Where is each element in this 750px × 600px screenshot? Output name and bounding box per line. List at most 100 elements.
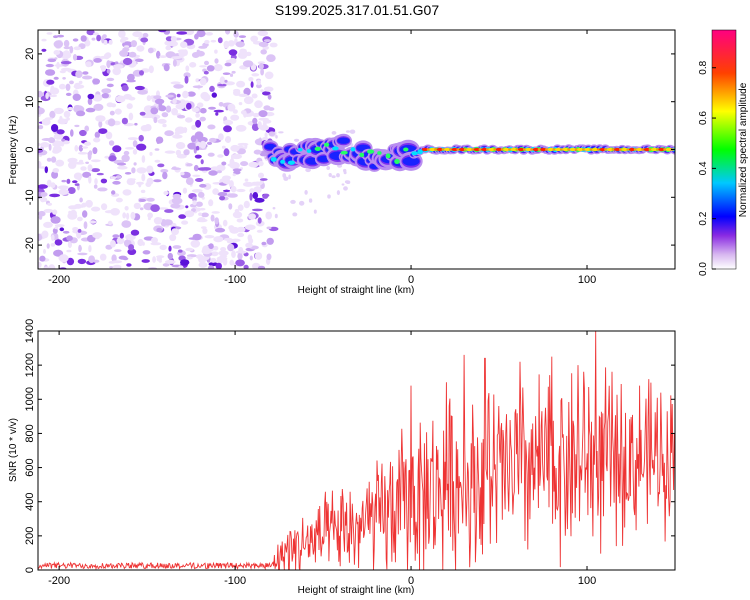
noise-blob [187,142,197,150]
noise-blob [62,77,66,80]
noise-blob [192,200,197,206]
noise-blob [51,234,55,241]
noise-blob [214,227,226,233]
signal-core [314,146,321,151]
noise-blob [92,232,103,239]
noise-blob [213,64,223,72]
noise-blob [88,176,92,184]
signal-peak [619,148,623,151]
noise-blob [57,185,69,190]
noise-blob [224,79,228,83]
noise-blob [234,208,240,214]
snr-marks [38,331,675,570]
noise-blob [265,211,273,220]
signal-core [340,150,348,155]
noise-blob [184,75,189,84]
snr-y-label: SNR (10 * v/v) [8,418,19,482]
noise-blob [257,121,262,129]
noise-blob [141,173,146,182]
noise-blob [236,188,246,193]
signal-peak [466,147,473,152]
noise-blob [109,110,115,116]
noise-blob [68,205,78,210]
noise-blob [218,133,224,141]
colorbar-tick-label: 0.4 [698,161,709,175]
noise-blob [45,63,54,68]
colorbar-tick-label: 0.8 [698,60,709,74]
noise-blob [41,138,53,141]
noise-blob [150,204,160,213]
noise-blob [118,255,128,260]
noise-blob [217,192,228,197]
noise-blob [80,35,87,42]
noise-blob [248,213,256,220]
y-tick-label: -20 [24,237,36,253]
noise-blob [62,230,70,234]
noise-blob [215,112,219,116]
noise-blob [256,79,261,86]
x-tick-label: 0 [408,575,414,587]
noise-blob [56,34,65,38]
noise-blob [229,57,237,64]
noise-blob [63,46,71,50]
noise-blob [171,56,182,60]
noise-blob [191,107,200,113]
noise-blob [266,226,272,230]
noise-blob [134,122,138,126]
noise-blob [186,163,193,167]
noise-blob [53,40,63,49]
noise-blob [304,190,308,195]
noise-blob [72,227,79,232]
noise-blob [89,220,97,224]
noise-blob [128,112,134,121]
signal-core [350,147,356,152]
noise-blob [235,124,247,132]
noise-blob [106,77,115,82]
signal-peak [473,147,481,152]
noise-blob [249,188,255,194]
noise-blob [45,69,56,76]
noise-blob [136,45,145,52]
noise-blob [125,96,136,100]
noise-blob [258,172,264,179]
noise-blob [230,114,240,121]
noise-blob [203,70,209,75]
noise-blob [201,212,209,218]
noise-blob [67,106,74,111]
noise-blob [217,37,223,44]
noise-blob [261,241,267,246]
noise-blob [210,39,217,43]
noise-blob [78,144,84,152]
noise-blob [65,83,71,92]
noise-blob [195,113,201,118]
noise-blob [81,146,89,149]
noise-blob [51,124,59,132]
noise-blob [88,245,92,253]
signal-peak [530,148,534,151]
noise-blob [96,34,101,42]
noise-blob [141,241,145,246]
noise-blob [219,195,226,201]
noise-blob [98,128,108,135]
noise-blob [67,187,76,194]
colorbar-ticks: 0.0 0.2 0.4 0.6 0.8 [698,60,716,276]
noise-blob [159,244,167,251]
noise-blob [126,73,135,82]
noise-blob [218,102,224,107]
noise-blob [210,251,219,257]
noise-blob [245,51,252,57]
noise-blob [85,161,89,164]
noise-blob [93,32,99,36]
noise-blob [185,177,194,186]
noise-blob [66,249,72,253]
noise-blob [38,90,43,98]
noise-blob [124,45,130,48]
noise-blob [244,224,256,231]
noise-blob [63,39,70,48]
noise-blob [41,38,47,42]
noise-blob [90,159,101,163]
signal-peak [621,147,628,152]
noise-blob [343,171,347,175]
signal-peak [436,147,444,152]
